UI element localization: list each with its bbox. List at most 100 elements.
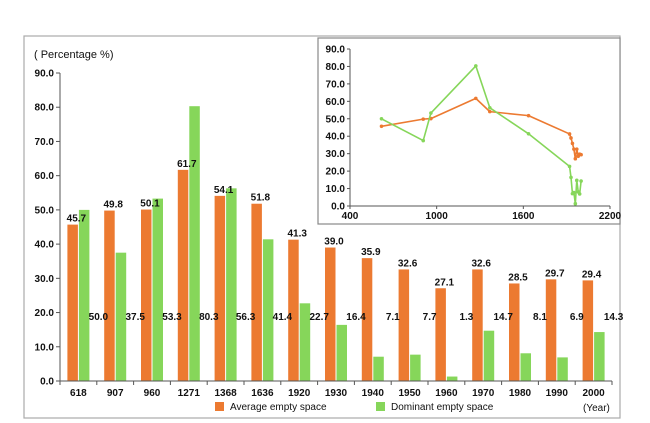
inset-y-axis-ticks: 0.0 10.0 20.0 30.0 40.0 50.0 60.0 70.0 80.0 90.0 (326, 45, 350, 213)
y-tick-label: 30.0 (35, 274, 55, 285)
bar-label-average: 41.3 (287, 229, 307, 240)
inset-y-tick-label: 80.0 (326, 62, 346, 73)
inset-line-average-point (574, 147, 579, 151)
y-tick-label: 70.0 (35, 137, 55, 148)
x-tick-label: 1368 (214, 388, 237, 399)
x-tick-label: 1271 (178, 388, 201, 399)
inset-line-average-point (572, 147, 576, 151)
bar-label-average: 29.4 (582, 269, 602, 280)
bar-chart: ( Percentage %) 0.0 10.0 20.0 30.0 40.0 50.0 6… (34, 49, 624, 414)
y-tick-label: 50.0 (35, 205, 55, 216)
y-axis-ticks: 0.0 10.0 20.0 30.0 40.0 50.0 60.0 70.0 80.0 90.0 (35, 69, 60, 388)
legend-label-dominant: Dominant empty space (391, 402, 494, 413)
bar-label-average: 54.1 (214, 185, 234, 196)
bar-label-average: 49.8 (103, 200, 123, 211)
bar-label-dominant: 14.3 (604, 312, 624, 323)
inset-line-dominant-point (572, 190, 576, 195)
bar-label-dominant: 53.3 (162, 312, 182, 323)
legend-swatch-average (215, 402, 224, 411)
bar-average (214, 195, 226, 381)
bar-label-dominant: 16.4 (346, 312, 366, 323)
x-tick-label: 960 (144, 388, 161, 399)
bar-label-average: 45.7 (67, 214, 87, 225)
bar-label-dominant: 8.1 (533, 312, 547, 323)
inset-line-average-point (379, 124, 384, 129)
x-tick-label: 1950 (398, 388, 421, 399)
inset-line-dominant-point (421, 138, 426, 143)
inset-line-dominant-point (429, 111, 433, 115)
inset-frame (317, 37, 621, 225)
inset-x-tick-label: 400 (342, 211, 359, 222)
y-tick-label: 60.0 (35, 171, 55, 182)
inset-line-dominant-point (577, 192, 582, 196)
x-tick-label: 1920 (288, 388, 311, 399)
inset-line-average-point (570, 141, 575, 146)
bar-dominant (189, 106, 200, 381)
bar-dominant (226, 188, 237, 381)
bar-label-dominant: 7.7 (423, 312, 437, 323)
inset-y-tick-label: 40.0 (326, 132, 346, 143)
bar-label-dominant: 50.0 (89, 312, 109, 323)
bar-dominant (557, 357, 568, 381)
bar-label-average: 39.0 (324, 237, 344, 248)
bar-dominant (299, 303, 311, 381)
inset-x-tick-label: 1000 (426, 211, 449, 222)
inset-line-dominant-point (574, 178, 579, 183)
x-tick-label: 2000 (582, 388, 605, 399)
inset-line-average-point (579, 152, 583, 157)
bar-dominant (594, 332, 605, 381)
y-axis-label: ( Percentage %) (34, 49, 113, 61)
bar-dominant (262, 239, 274, 381)
bar-label-average: 32.6 (471, 258, 491, 269)
bar-value-labels: 45.7 50.0 49.8 37.5 50.1 53.3 61.7 80.3 54.1 56.3… (67, 159, 624, 323)
legend-swatch-dominant (376, 402, 385, 411)
inset-line-average-point (573, 156, 578, 161)
y-tick-label: 10.0 (35, 342, 55, 353)
inset-y-tick-label: 0.0 (331, 202, 345, 213)
inset-x-tick-label: 2200 (599, 211, 622, 222)
y-tick-label: 90.0 (35, 69, 55, 80)
bar-average (435, 288, 446, 381)
bar-label-average: 35.9 (361, 247, 381, 258)
inset-y-tick-label: 90.0 (326, 45, 346, 56)
legend-label-average: Average empty space (230, 402, 327, 413)
y-tick-label: 40.0 (35, 240, 55, 251)
inset-line-dominant-point (567, 164, 572, 169)
bar-average (325, 247, 336, 381)
inset-y-tick-label: 60.0 (326, 97, 346, 108)
bar-average (361, 258, 373, 381)
bar-label-dominant: 41.4 (273, 312, 293, 323)
inset-line-average-point (488, 109, 492, 114)
y-tick-label: 20.0 (35, 308, 55, 319)
inset-line-average-point (567, 132, 572, 136)
bars (67, 106, 605, 381)
bar-average (67, 224, 78, 381)
bar-average (104, 210, 115, 381)
bar-label-dominant: 14.7 (493, 312, 513, 323)
inset-y-tick-label: 30.0 (326, 149, 346, 160)
outer-frame (23, 35, 621, 419)
inset-y-tick-label: 20.0 (326, 167, 346, 178)
bar-average (509, 283, 520, 381)
y-tick-label: 0.0 (40, 377, 54, 388)
bar-dominant (520, 353, 531, 381)
inset-line-average-point (569, 136, 573, 140)
bar-average (398, 269, 410, 381)
x-tick-label: 1940 (362, 388, 385, 399)
inset-x-axis-ticks: 400 1000 1600 2200 (342, 206, 622, 222)
x-tick-label: 1970 (472, 388, 495, 399)
legend: Average empty space Dominant empty space (215, 402, 494, 413)
bar-label-average: 32.6 (398, 258, 418, 269)
inset-line-dominant-point (573, 201, 578, 206)
inset-y-tick-label: 10.0 (326, 184, 346, 195)
x-tick-label: 1990 (546, 388, 569, 399)
inset-line-chart: 0.010.020.030.040.050.060.070.080.090.0 … (317, 37, 622, 225)
bar-label-dominant: 37.5 (125, 312, 145, 323)
bar-dominant (115, 252, 127, 381)
bar-average (177, 169, 189, 381)
inset-line-average-point (421, 117, 426, 121)
inset-line-dominant-point (526, 131, 531, 136)
x-tick-label: 1930 (325, 388, 348, 399)
